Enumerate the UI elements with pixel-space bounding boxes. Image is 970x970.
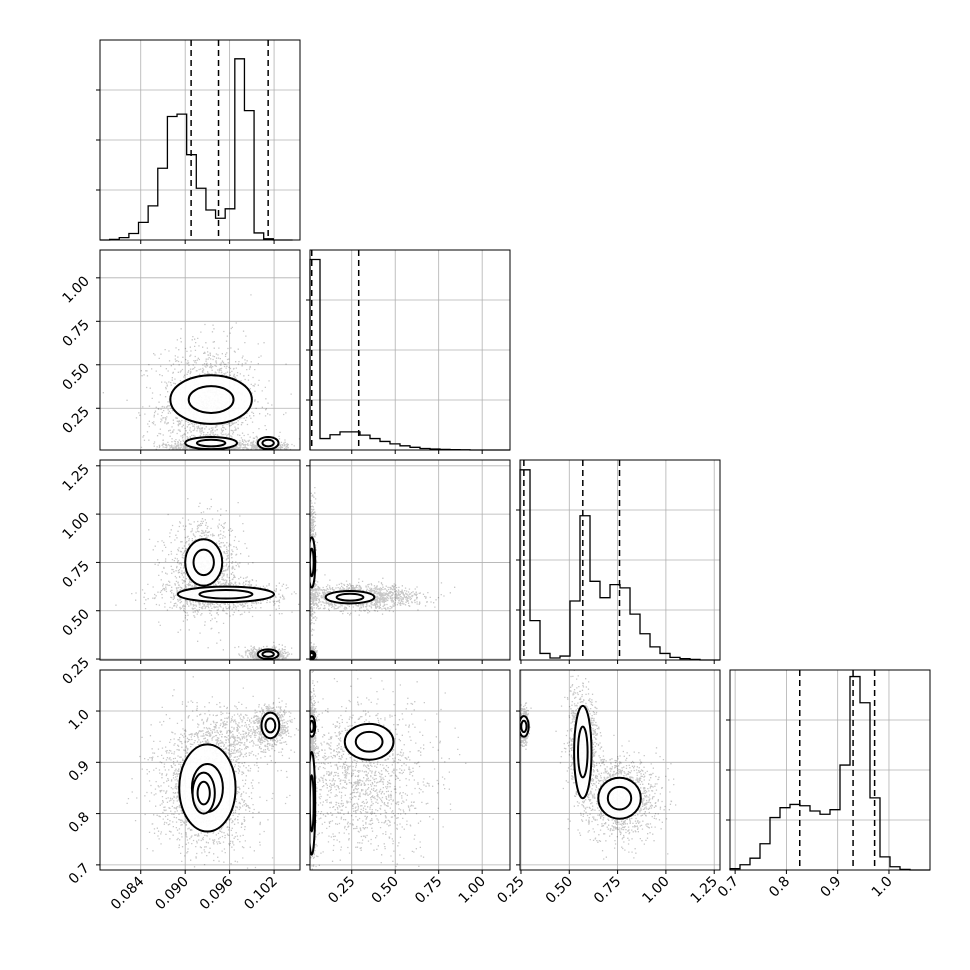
- contour-line: [520, 719, 528, 734]
- contour-line: [310, 719, 315, 734]
- contour-line: [577, 725, 589, 779]
- contour-line: [261, 438, 275, 448]
- contour-line: [260, 711, 281, 740]
- contour-line: [335, 592, 365, 602]
- x-tick-label: 0.8: [766, 874, 793, 901]
- panel-frame: [519, 669, 721, 871]
- x-tick-label: 0.75: [591, 874, 624, 907]
- panel-content: [100, 670, 300, 870]
- contour-line: [606, 785, 633, 811]
- y-tick-label: 0.50: [59, 360, 92, 393]
- x-tick-label: 1.00: [456, 874, 489, 907]
- y-tick-label: 1.0: [66, 707, 93, 734]
- scatter-panel-1-2: [306, 459, 511, 664]
- y-tick-label: 1.25: [59, 461, 92, 494]
- density-points: [520, 670, 677, 860]
- x-tick-label: 0.50: [369, 874, 402, 907]
- scatter-panel-2-3: [516, 669, 721, 874]
- contour-line: [196, 780, 211, 806]
- panel-content: [520, 670, 720, 870]
- contour-line: [192, 548, 215, 577]
- panel-content: [100, 250, 300, 450]
- panel-content: [100, 460, 300, 660]
- histogram-panel-2: [516, 459, 721, 664]
- panel-frame: [309, 669, 511, 871]
- x-tick-label: 0.084: [108, 873, 148, 913]
- y-tick-label: 0.8: [66, 809, 93, 836]
- contour-line: [324, 590, 376, 605]
- histogram-line: [729, 675, 930, 871]
- panel-content: [310, 460, 510, 660]
- contour-line: [184, 435, 239, 450]
- contour-line: [354, 730, 384, 753]
- panel-frame: [309, 459, 511, 661]
- contour-line: [195, 438, 227, 448]
- scatter-panel-0-3: [96, 669, 301, 874]
- panel-frame: [99, 669, 301, 871]
- x-tick-label: 0.75: [412, 874, 445, 907]
- contour-line: [169, 374, 253, 425]
- histogram-line: [519, 469, 720, 661]
- x-tick-label: 0.090: [152, 874, 192, 914]
- histogram-panel-0: [96, 39, 301, 244]
- x-tick-label: 0.9: [817, 874, 844, 901]
- histogram-line: [100, 58, 293, 241]
- contour-line: [264, 717, 277, 734]
- contour-line: [261, 650, 275, 658]
- x-tick-label: 1.0: [869, 874, 896, 901]
- x-tick-label: 0.7: [715, 874, 742, 901]
- contour-line: [187, 385, 235, 414]
- y-tick-label: 0.75: [59, 317, 92, 350]
- density-points: [102, 294, 300, 450]
- scatter-panel-0-1: [96, 249, 301, 454]
- contour-line: [310, 774, 315, 833]
- contour-line: [343, 722, 395, 761]
- y-tick-label: 0.9: [66, 758, 93, 785]
- y-tick-label: 1.00: [59, 510, 92, 543]
- y-tick-label: 0.25: [59, 404, 92, 437]
- density-points: [310, 486, 456, 660]
- histogram-line: [309, 258, 510, 451]
- x-tick-label: 0.096: [197, 873, 237, 913]
- contour-line: [198, 589, 254, 600]
- histogram-panel-1: [306, 249, 511, 454]
- y-tick-label: 0.50: [59, 606, 92, 639]
- histogram-panel-3: [726, 669, 931, 874]
- contour-line: [191, 771, 216, 815]
- x-tick-label: 0.25: [494, 874, 527, 907]
- x-tick-label: 0.102: [241, 874, 281, 914]
- panel-content: [310, 670, 510, 870]
- panel-frame: [99, 249, 301, 451]
- scatter-panel-0-2: [96, 459, 301, 664]
- x-tick-label: 0.50: [543, 874, 576, 907]
- contour-line: [573, 704, 593, 800]
- y-tick-label: 0.75: [59, 558, 92, 591]
- x-tick-label: 0.25: [325, 874, 358, 907]
- x-tick-label: 1.00: [639, 874, 672, 907]
- y-tick-label: 1.00: [59, 273, 92, 306]
- contour-line: [597, 776, 642, 820]
- y-tick-label: 0.25: [59, 655, 92, 688]
- density-points: [310, 670, 467, 870]
- contour-line: [176, 585, 276, 604]
- panel-frame: [99, 459, 301, 661]
- y-tick-label: 0.7: [66, 860, 93, 887]
- contour-line: [310, 652, 315, 659]
- scatter-panel-1-3: [306, 669, 511, 874]
- contour-line: [310, 547, 315, 578]
- contour-line: [184, 538, 224, 587]
- contour-line: [256, 435, 280, 450]
